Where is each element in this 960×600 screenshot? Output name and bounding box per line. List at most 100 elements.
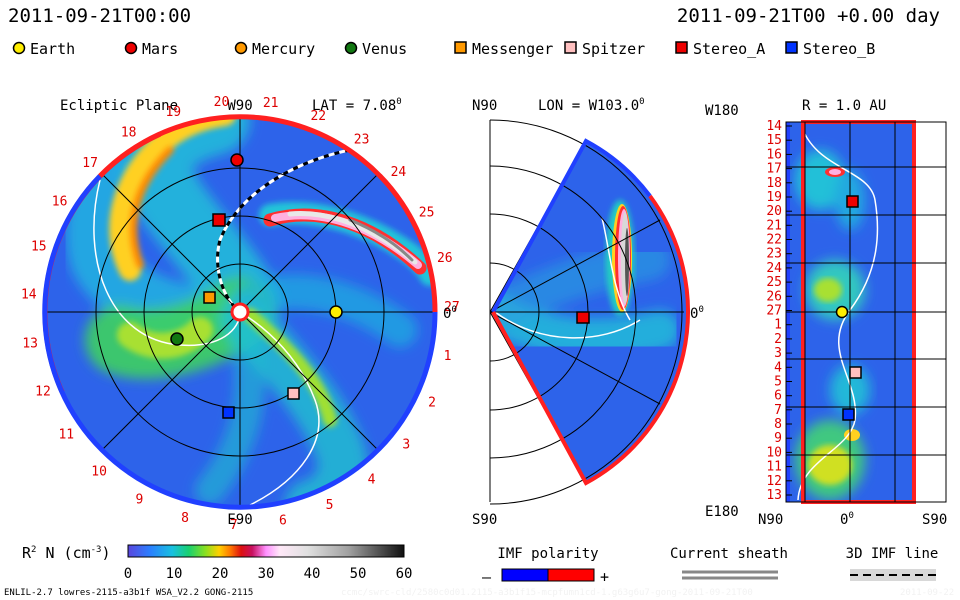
- ecliptic-right-label: 00: [443, 305, 457, 322]
- colorbar-label-r: R: [22, 544, 32, 562]
- latlon-top-left-label: W180: [705, 103, 739, 119]
- meridional-top-label: N90: [472, 98, 497, 114]
- stereo-a-marker-icon: [675, 41, 688, 54]
- run-date-footer: 2011-09-22: [900, 588, 954, 598]
- meridional-bottom-label: S90: [472, 512, 497, 528]
- legend-item-venus: Venus: [344, 40, 407, 58]
- rotation-label: 13: [22, 337, 38, 352]
- current-sheath-legend: Current sheath: [670, 546, 788, 581]
- legend-item-mars: Mars: [124, 40, 178, 58]
- ecliptic-boundary-red-arc: [98, 114, 438, 313]
- meridional-density-map: [493, 141, 688, 483]
- legend-label-messenger: Messenger: [472, 40, 553, 58]
- body-legend: Earth Mars Mercury Venus Messenger Spitz…: [12, 40, 875, 58]
- venus-marker-icon: [344, 41, 358, 55]
- stereo-b-marker: [222, 406, 235, 419]
- legend-label-stereo-a: Stereo_A: [693, 40, 765, 58]
- legend-item-stereo-a: Stereo_A: [675, 40, 765, 58]
- lat-lon-panel: R = 1.0 AU W180 E180: [705, 98, 947, 528]
- colorbar-tick-label: 20: [212, 566, 229, 582]
- current-sheath-title: Current sheath: [670, 546, 788, 562]
- latlon-grid: [785, 121, 947, 503]
- rotation-label: 20: [214, 95, 230, 110]
- earth-marker: [329, 305, 343, 319]
- imf-negative-bar: [501, 568, 549, 582]
- earth-marker-icon: [12, 41, 26, 55]
- legend-label-spitzer: Spitzer: [582, 40, 645, 58]
- latlon-y-label: 3: [774, 346, 782, 361]
- spitzer-marker-icon: [564, 41, 577, 54]
- rotation-label: 24: [391, 165, 407, 180]
- rotation-label: 17: [82, 156, 98, 171]
- ecliptic-top-label: W90: [227, 98, 252, 114]
- mars-marker-icon: [124, 41, 138, 55]
- latlon-y-label: 20: [766, 204, 782, 219]
- latlon-x-label-0: 00: [840, 511, 854, 528]
- imf-minus-sign: –: [482, 568, 492, 586]
- latlon-y-label: 5: [774, 375, 782, 390]
- ecliptic-plane-panel: Ecliptic Plane W90 LAT = 7.080: [21, 95, 460, 533]
- rotation-label: 10: [91, 464, 107, 479]
- latlon-y-label: 17: [766, 162, 782, 177]
- latlon-y-label: 23: [766, 247, 782, 262]
- colorbar-tick-label: 0: [124, 566, 132, 582]
- latlon-x-label-s90: S90: [922, 512, 947, 528]
- legend-item-spitzer: Spitzer: [564, 40, 645, 58]
- colorbar-tick-label: 10: [166, 566, 183, 582]
- colorbar-tick-label: 40: [304, 566, 321, 582]
- ecliptic-boundary-blue: [42, 174, 438, 510]
- latlon-spitzer-marker: [849, 366, 862, 379]
- ecliptic-lat-value: LAT = 7.08: [312, 98, 396, 114]
- rotation-label: 4: [368, 472, 376, 487]
- meridional-lon-value: LON = W103.0: [538, 98, 639, 114]
- imf-plus-sign: +: [600, 568, 609, 586]
- ecliptic-right-value: 0: [443, 306, 451, 322]
- rotation-label: 18: [121, 126, 137, 141]
- imf-positive-bar: [547, 568, 595, 582]
- latlon-stereo-b-marker: [842, 408, 855, 421]
- density-colorbar: R2 N (cm-3) 0 10 20 30 40 50 60: [22, 544, 412, 582]
- ecliptic-bottom-label: E90: [227, 512, 252, 528]
- meridional-boundary-blue: [491, 138, 652, 313]
- latlon-y-labels: 1415161718192021222324252627123456789101…: [766, 119, 792, 503]
- mars-marker: [230, 153, 244, 167]
- rotation-label: 15: [31, 239, 47, 254]
- colorbar-gradient: [127, 544, 405, 558]
- latlon-y-label: 21: [766, 218, 782, 233]
- rotation-label: 2: [428, 396, 436, 411]
- meridional-right-label: 00: [690, 305, 704, 322]
- colorbar-label-sup: 2: [31, 545, 36, 555]
- messenger-marker: [203, 291, 216, 304]
- latlon-y-label: 15: [766, 133, 782, 148]
- rotation-label: 16: [52, 195, 68, 210]
- latlon-x-zero-degree: 0: [848, 511, 853, 521]
- colorbar-tick-label: 30: [258, 566, 275, 582]
- mercury-marker-icon: [234, 41, 248, 55]
- colorbar-tick-label: 50: [350, 566, 367, 582]
- imf-polarity-legend: IMF polarity – +: [482, 546, 609, 586]
- meridional-right-degree: 0: [698, 305, 703, 315]
- stereo-a-marker: [212, 213, 226, 227]
- latlon-y-label: 22: [766, 233, 782, 248]
- latlon-y-label: 18: [766, 176, 782, 191]
- latlon-earth-marker: [835, 305, 849, 319]
- rotation-label: 5: [326, 498, 334, 513]
- colorbar-label-rest: N (cm: [36, 544, 90, 562]
- meridional-plane-panel: N90 LON = W103.0 0: [472, 97, 704, 528]
- rotation-label: 19: [165, 105, 181, 120]
- imf-3d-line-legend: 3D IMF line: [846, 546, 938, 581]
- legend-label-venus: Venus: [362, 40, 407, 58]
- rotation-label: 11: [58, 428, 74, 443]
- latlon-y-label: 12: [766, 474, 782, 489]
- latlon-y-label: 11: [766, 460, 782, 475]
- latlon-y-label: 7: [774, 403, 782, 418]
- rotation-label: 7: [230, 518, 238, 533]
- legend-item-stereo-b: Stereo_B: [785, 40, 875, 58]
- rotation-label: 3: [402, 438, 410, 453]
- model-footer: ENLIL-2.7 lowres-2115-a3b1f WSA_V2.2 GON…: [4, 588, 253, 598]
- latlon-y-label: 2: [774, 332, 782, 347]
- latlon-y-label: 9: [774, 431, 782, 446]
- rotation-label: 9: [135, 493, 143, 508]
- colorbar-tick-label: 60: [396, 566, 413, 582]
